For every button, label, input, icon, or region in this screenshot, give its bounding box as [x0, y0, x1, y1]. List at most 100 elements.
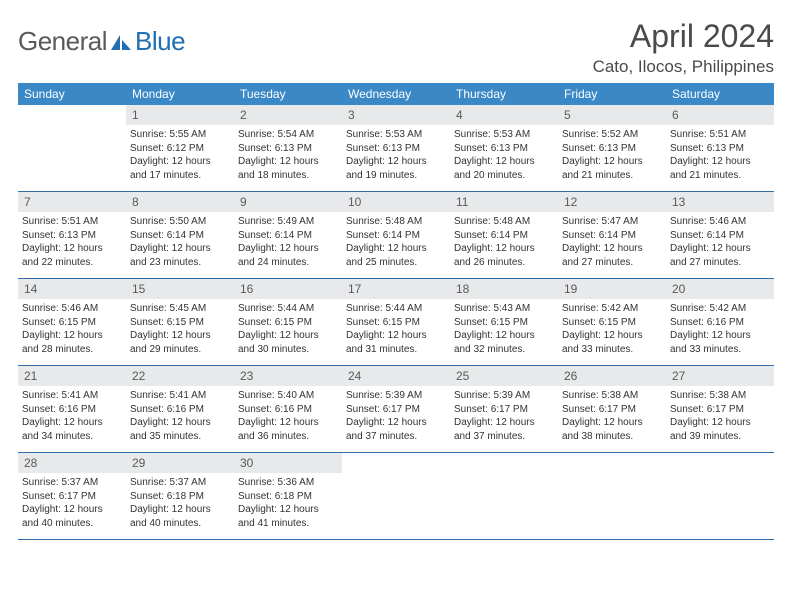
day-sunrise: Sunrise: 5:38 AM	[562, 389, 662, 403]
day-number: 22	[126, 366, 234, 386]
day-daylight: Daylight: 12 hours and 22 minutes.	[22, 242, 122, 269]
day-sunset: Sunset: 6:15 PM	[346, 316, 446, 330]
day-daylight: Daylight: 12 hours and 24 minutes.	[238, 242, 338, 269]
day-cell: 27Sunrise: 5:38 AMSunset: 6:17 PMDayligh…	[666, 366, 774, 452]
day-sunset: Sunset: 6:15 PM	[22, 316, 122, 330]
day-number: 16	[234, 279, 342, 299]
weeks-container: 1Sunrise: 5:55 AMSunset: 6:12 PMDaylight…	[18, 105, 774, 540]
day-cell	[18, 105, 126, 191]
day-sunrise: Sunrise: 5:53 AM	[346, 128, 446, 142]
day-daylight: Daylight: 12 hours and 39 minutes.	[670, 416, 770, 443]
day-cell: 24Sunrise: 5:39 AMSunset: 6:17 PMDayligh…	[342, 366, 450, 452]
week-row: 21 Sunrise: 5:41 AM Sunset: 6:16 PM Dayligh…	[18, 366, 774, 453]
day-number: 23	[234, 366, 342, 386]
day-daylight: Daylight: 12 hours and 36 minutes.	[238, 416, 338, 443]
day-sunrise: Sunrise: 5:40 AM	[238, 389, 338, 403]
day-daylight: Daylight: 12 hours and 41 minutes.	[238, 503, 338, 530]
day-number: 24	[342, 366, 450, 386]
weekday-header: Saturday	[666, 83, 774, 105]
day-cell: 1Sunrise: 5:55 AMSunset: 6:12 PMDaylight…	[126, 105, 234, 191]
day-daylight: Daylight: 12 hours and 29 minutes.	[130, 329, 230, 356]
day-sunrise: Sunrise: 5:48 AM	[454, 215, 554, 229]
day-cell	[666, 453, 774, 539]
day-number: 29	[126, 453, 234, 473]
day-cell: 23Sunrise: 5:40 AMSunset: 6:16 PMDayligh…	[234, 366, 342, 452]
weekday-header: Thursday	[450, 83, 558, 105]
day-daylight: Daylight: 12 hours and 25 minutes.	[346, 242, 446, 269]
day-number: 6	[666, 105, 774, 125]
day-sunrise: Sunrise: 5:45 AM	[130, 302, 230, 316]
day-number: 7	[18, 192, 126, 212]
weekday-header: Sunday	[18, 83, 126, 105]
day-cell: 17Sunrise: 5:44 AMSunset: 6:15 PMDayligh…	[342, 279, 450, 365]
day-number: 27	[666, 366, 774, 386]
day-cell: 25Sunrise: 5:39 AMSunset: 6:17 PMDayligh…	[450, 366, 558, 452]
day-sunset: Sunset: 6:15 PM	[238, 316, 338, 330]
week-row: 28Sunrise: 5:37 AMSunset: 6:17 PMDayligh…	[18, 453, 774, 540]
day-sunset: Sunset: 6:13 PM	[238, 142, 338, 156]
day-cell: 18Sunrise: 5:43 AMSunset: 6:15 PMDayligh…	[450, 279, 558, 365]
logo-sails-icon	[109, 32, 133, 52]
day-daylight: Daylight: 12 hours and 32 minutes.	[454, 329, 554, 356]
day-sunrise: Sunrise: 5:42 AM	[562, 302, 662, 316]
day-number: 4	[450, 105, 558, 125]
day-daylight: Daylight: 12 hours and 20 minutes.	[454, 155, 554, 182]
day-daylight: Daylight: 12 hours and 40 minutes.	[22, 503, 122, 530]
day-number: 3	[342, 105, 450, 125]
day-sunset: Sunset: 6:17 PM	[22, 490, 122, 504]
day-number: 1	[126, 105, 234, 125]
day-sunrise: Sunrise: 5:44 AM	[238, 302, 338, 316]
day-sunset: Sunset: 6:14 PM	[346, 229, 446, 243]
day-sunrise: Sunrise: 5:41 AM	[130, 389, 230, 403]
day-daylight: Daylight: 12 hours and 31 minutes.	[346, 329, 446, 356]
day-cell	[342, 453, 450, 539]
day-sunset: Sunset: 6:14 PM	[670, 229, 770, 243]
day-cell: 7Sunrise: 5:51 AMSunset: 6:13 PMDaylight…	[18, 192, 126, 278]
day-daylight: Daylight: 12 hours and 26 minutes.	[454, 242, 554, 269]
day-sunset: Sunset: 6:14 PM	[130, 229, 230, 243]
day-sunrise: Sunrise: 5:53 AM	[454, 128, 554, 142]
day-sunset: Sunset: 6:13 PM	[454, 142, 554, 156]
day-sunrise: Sunrise: 5:39 AM	[346, 389, 446, 403]
day-cell	[450, 453, 558, 539]
day-cell: 12Sunrise: 5:47 AMSunset: 6:14 PMDayligh…	[558, 192, 666, 278]
day-sunset: Sunset: 6:14 PM	[238, 229, 338, 243]
day-cell: 15Sunrise: 5:45 AMSunset: 6:15 PMDayligh…	[126, 279, 234, 365]
day-sunrise: Sunrise: 5:37 AM	[22, 476, 122, 490]
day-sunset: Sunset: 6:17 PM	[670, 403, 770, 417]
day-sunset: Sunset: 6:16 PM	[22, 403, 122, 417]
day-daylight: Daylight: 12 hours and 21 minutes.	[562, 155, 662, 182]
day-cell: 3Sunrise: 5:53 AMSunset: 6:13 PMDaylight…	[342, 105, 450, 191]
day-sunrise: Sunrise: 5:46 AM	[670, 215, 770, 229]
week-row: 7Sunrise: 5:51 AMSunset: 6:13 PMDaylight…	[18, 192, 774, 279]
day-sunset: Sunset: 6:15 PM	[454, 316, 554, 330]
day-sunrise: Sunrise: 5:49 AM	[238, 215, 338, 229]
day-cell: 11Sunrise: 5:48 AMSunset: 6:14 PMDayligh…	[450, 192, 558, 278]
day-daylight: Daylight: 12 hours and 18 minutes.	[238, 155, 338, 182]
day-cell: 20Sunrise: 5:42 AMSunset: 6:16 PMDayligh…	[666, 279, 774, 365]
weekday-header: Wednesday	[342, 83, 450, 105]
calendar-page: General Blue April 2024 Cato, Ilocos, Ph…	[0, 0, 792, 540]
day-daylight: Daylight: 12 hours and 33 minutes.	[670, 329, 770, 356]
day-sunrise: Sunrise: 5:50 AM	[130, 215, 230, 229]
day-daylight: Daylight: 12 hours and 37 minutes.	[346, 416, 446, 443]
week-row: 1Sunrise: 5:55 AMSunset: 6:12 PMDaylight…	[18, 105, 774, 192]
day-number: 17	[342, 279, 450, 299]
weekday-header: Tuesday	[234, 83, 342, 105]
day-cell: 19Sunrise: 5:42 AMSunset: 6:15 PMDayligh…	[558, 279, 666, 365]
weekday-header-row: SundayMondayTuesdayWednesdayThursdayFrid…	[18, 83, 774, 105]
day-sunset: Sunset: 6:17 PM	[562, 403, 662, 417]
day-sunrise: Sunrise: 5:42 AM	[670, 302, 770, 316]
day-number: 9	[234, 192, 342, 212]
day-sunset: Sunset: 6:18 PM	[130, 490, 230, 504]
day-cell: 8Sunrise: 5:50 AMSunset: 6:14 PMDaylight…	[126, 192, 234, 278]
day-sunset: Sunset: 6:13 PM	[22, 229, 122, 243]
day-cell: 22Sunrise: 5:41 AMSunset: 6:16 PMDayligh…	[126, 366, 234, 452]
day-daylight: Daylight: 12 hours and 21 minutes.	[670, 155, 770, 182]
weekday-header: Monday	[126, 83, 234, 105]
day-cell: 6Sunrise: 5:51 AMSunset: 6:13 PMDaylight…	[666, 105, 774, 191]
day-number: 8	[126, 192, 234, 212]
day-cell: 4 Sunrise: 5:53 AMSunset: 6:13 PMDaylight…	[450, 105, 558, 191]
day-cell: 21Sunrise: 5:41 AMSunset: 6:16 PMDayligh…	[18, 366, 126, 452]
day-number: 21	[18, 366, 126, 386]
